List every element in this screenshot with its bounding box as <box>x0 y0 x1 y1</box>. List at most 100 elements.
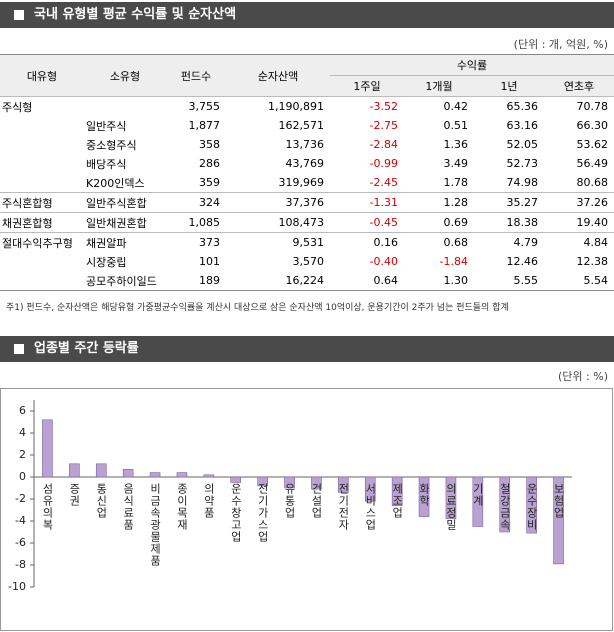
empty-cell <box>0 135 84 154</box>
table-cell: 108,473 <box>226 212 330 233</box>
x-tick-label: 통신업 <box>95 483 108 519</box>
table-cell: 5.55 <box>474 271 544 291</box>
table-cell: 37,376 <box>226 192 330 213</box>
table-row: 공모주하이일드 189 16,224 0.64 1.30 5.55 5.54 <box>0 271 614 291</box>
bar <box>203 474 215 478</box>
table-cell: 주식혼합형 <box>0 192 84 213</box>
table-cell: 3,755 <box>188 100 221 113</box>
x-tick-label: 서비스업 <box>364 483 377 531</box>
table-row: 주식혼합형 일반주식혼합 324 37,376 -1.31 1.28 35.27 37.26 <box>0 192 614 213</box>
table-cell: 5.54 <box>544 271 614 291</box>
header-cell: 1주일 <box>330 75 404 97</box>
bar <box>418 476 430 517</box>
table-row: 일반주식 1,877 162,571 -2.75 0.51 63.16 66.30 <box>0 116 614 135</box>
table-cell: 9,531 <box>292 236 325 249</box>
empty-cell <box>84 97 166 117</box>
bar <box>122 469 134 478</box>
x-tick-label: 종이목재 <box>175 483 188 531</box>
table-cell: 43,769 <box>285 157 325 170</box>
table-cell: 286 <box>199 157 220 170</box>
header-cell: 소유형 <box>84 54 166 97</box>
x-tick-label: 섬유의복 <box>41 483 54 531</box>
bar <box>42 419 53 478</box>
x-tick-label: 전기가스업 <box>256 483 269 543</box>
header-cell: 1년 <box>474 75 544 97</box>
x-tick-label: 음식료품 <box>122 483 135 531</box>
x-tick-label: 전기전자 <box>337 483 350 531</box>
table-cell: 70.78 <box>576 100 609 113</box>
table-cell: 19.40 <box>544 212 614 233</box>
bar <box>149 472 161 478</box>
bar <box>445 476 457 520</box>
table-cell: 80.68 <box>544 173 614 193</box>
bar <box>95 463 107 478</box>
header-cell: 1개월 <box>404 75 474 97</box>
y-tick-label: -2 <box>15 492 26 505</box>
bar <box>526 476 537 534</box>
x-tick-label: 제조업 <box>391 483 404 519</box>
x-tick-label: 의약품 <box>202 483 215 519</box>
table-cell: 12.46 <box>506 255 539 268</box>
table-cell: 359 <box>166 173 226 193</box>
table-cell: 12.38 <box>576 255 609 268</box>
y-tick-label: -4 <box>15 514 26 527</box>
table-cell: 1.28 <box>404 192 474 213</box>
x-tick-label: 비금속광물제품 <box>149 483 162 567</box>
table-cell: 절대수익추구형 <box>2 236 73 250</box>
unit-label: (단위 : %) <box>558 370 608 383</box>
table-cell: 0.16 <box>373 236 399 249</box>
bar <box>338 476 349 493</box>
table-cell: 1.78 <box>404 173 474 193</box>
table-cell: 324 <box>166 192 226 213</box>
x-tick-label: 철강금속 <box>498 483 511 531</box>
table-cell: -2.75 <box>369 119 398 132</box>
table-cell: 52.05 <box>506 138 539 151</box>
chart-frame <box>0 388 613 631</box>
y-tick-label: 2 <box>19 448 26 461</box>
table-cell: 주식형 <box>2 100 33 114</box>
bar <box>364 476 376 502</box>
table-cell: 1.36 <box>443 138 469 151</box>
table-cell: 배당주식 <box>86 157 127 171</box>
table-cell: 일반채권혼합 <box>84 212 166 233</box>
table-cell: 0.42 <box>443 100 469 113</box>
table-cell: 1,877 <box>188 119 221 132</box>
table-cell: K200인덱스 <box>84 173 166 193</box>
table-cell: 중소형주식 <box>86 138 137 152</box>
table-cell: 채권알파 <box>86 236 127 250</box>
footnote: 주1) 펀드수, 순자산액은 해당유형 가중평균수익률을 계산시 대상으로 삼은… <box>6 303 509 313</box>
bar <box>176 472 188 478</box>
table-cell: 1.30 <box>404 271 474 291</box>
table-row: 중소형주식 358 13,736 -2.84 1.36 52.05 53.62 <box>0 135 614 154</box>
bar <box>284 476 295 489</box>
empty-cell <box>0 154 84 173</box>
y-tick-label: 0 <box>19 470 26 483</box>
table-cell: 1,190,891 <box>268 100 324 113</box>
section-header: 국내 유형별 평균 수익률 및 순자산액 <box>0 2 614 28</box>
bar <box>311 476 322 490</box>
table-cell: 162,571 <box>278 119 325 132</box>
table-cell: 4.79 <box>513 236 539 249</box>
table-cell: -2.45 <box>330 173 404 193</box>
table-cell: 35.27 <box>474 192 544 213</box>
y-tick-label: -10 <box>8 580 26 593</box>
table-cell: -1.31 <box>330 192 404 213</box>
bar <box>391 476 403 506</box>
header-cell: 순자산액 <box>226 54 330 97</box>
header-cell: 대유형 <box>0 54 84 97</box>
x-tick-label: 보험업 <box>552 483 565 519</box>
table-cell: 373 <box>199 236 220 249</box>
table-cell: 65.36 <box>506 100 539 113</box>
section-title: 국내 유형별 평균 수익률 및 순자산액 <box>34 7 237 22</box>
y-tick-label: 6 <box>19 404 26 417</box>
table-cell: 3.49 <box>443 157 469 170</box>
x-tick-label: 기계 <box>471 483 484 507</box>
table-row: 절대수익추구형 채권알파 373 9,531 0.16 0.68 4.79 4.84 <box>0 233 614 253</box>
y-tick-label: 4 <box>19 426 26 439</box>
section-header: 업종별 주간 등락률 <box>0 336 614 362</box>
empty-cell <box>0 173 84 193</box>
unit-label: (단위 : 개, 억원, %) <box>513 38 608 51</box>
table-row: 채권혼합형 일반채권혼합 1,085 108,473 -0.45 0.69 18.38 19.… <box>0 212 614 233</box>
table-cell: 0.64 <box>330 271 404 291</box>
